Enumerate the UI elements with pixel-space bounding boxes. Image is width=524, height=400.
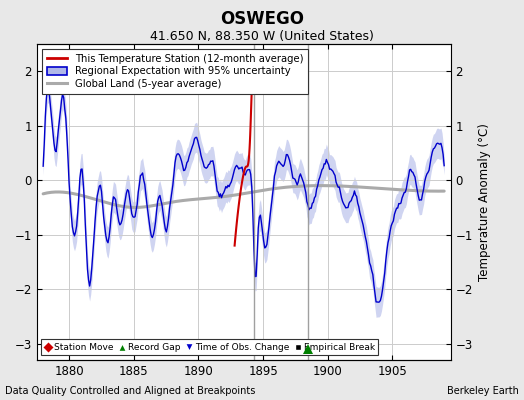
Text: Data Quality Controlled and Aligned at Breakpoints: Data Quality Controlled and Aligned at B…	[5, 386, 256, 396]
Text: 41.650 N, 88.350 W (United States): 41.650 N, 88.350 W (United States)	[150, 30, 374, 43]
Text: Berkeley Earth: Berkeley Earth	[447, 386, 519, 396]
Y-axis label: Temperature Anomaly (°C): Temperature Anomaly (°C)	[478, 123, 492, 281]
Text: OSWEGO: OSWEGO	[220, 10, 304, 28]
Legend: Station Move, Record Gap, Time of Obs. Change, Empirical Break: Station Move, Record Gap, Time of Obs. C…	[41, 339, 378, 356]
